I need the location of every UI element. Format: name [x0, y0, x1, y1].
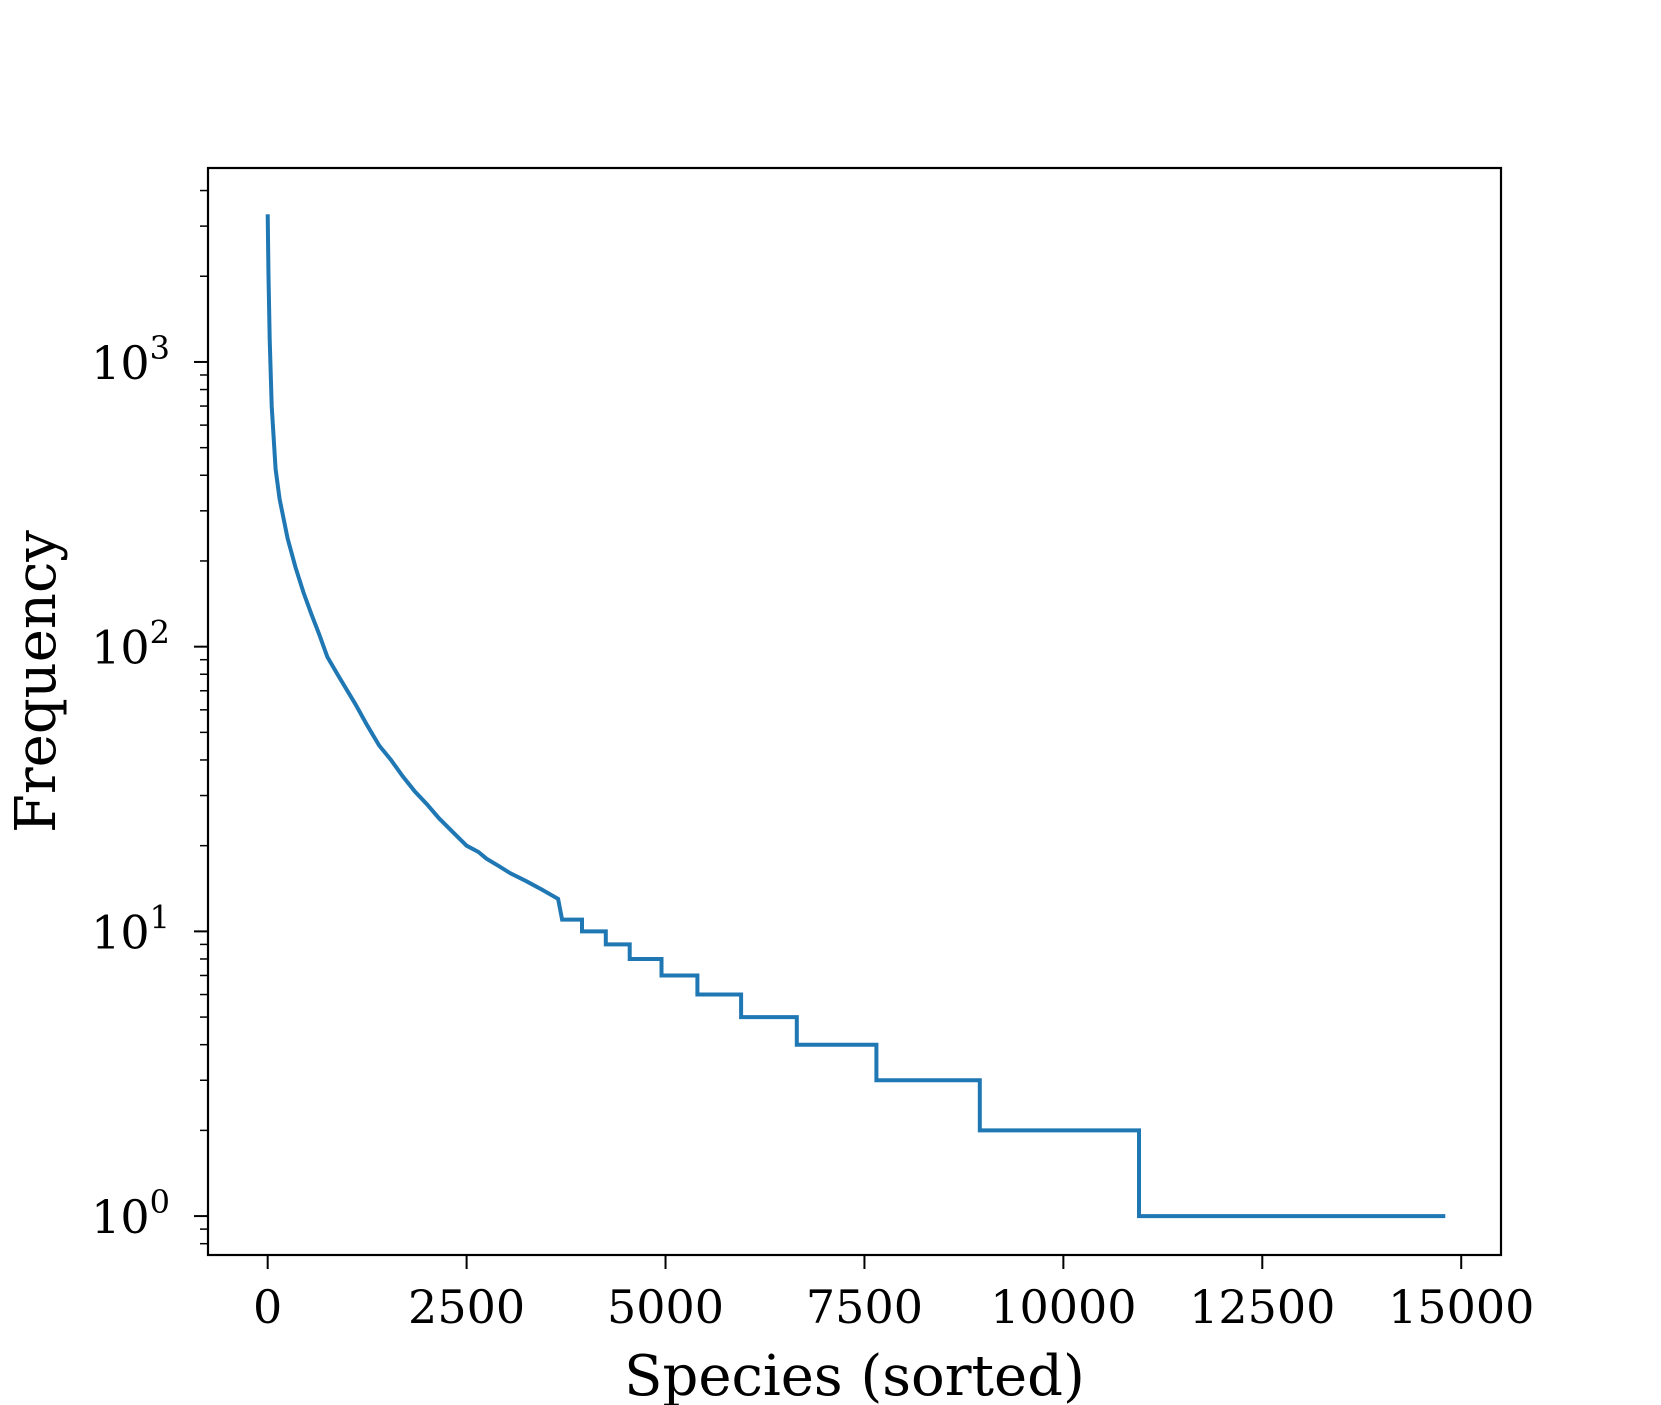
x-tick-label: 0: [253, 1280, 282, 1334]
frequency-line: [265, 214, 1446, 1219]
x-tick-label: 7500: [806, 1280, 923, 1334]
x-axis-label: Species (sorted): [624, 1344, 1085, 1405]
plot-area: [265, 214, 1446, 1219]
y-tick-label: 102: [91, 614, 170, 675]
x-tick-label: 2500: [408, 1280, 525, 1334]
x-tick-label: 10000: [990, 1280, 1136, 1334]
y-tick-label: 103: [91, 329, 170, 390]
y-axis-label: Frequency: [4, 530, 69, 833]
y-tick-label: 101: [91, 898, 170, 959]
x-tick-label: 12500: [1189, 1280, 1335, 1334]
axis-ticks: 0 2500 5000 7500 10000 12500 15000 100 101 102 103: [91, 189, 1534, 1334]
y-tick-label: 100: [91, 1183, 170, 1244]
x-tick-label: 15000: [1388, 1280, 1534, 1334]
plot-frame: [206, 166, 1503, 1257]
x-tick-label: 5000: [607, 1280, 724, 1334]
